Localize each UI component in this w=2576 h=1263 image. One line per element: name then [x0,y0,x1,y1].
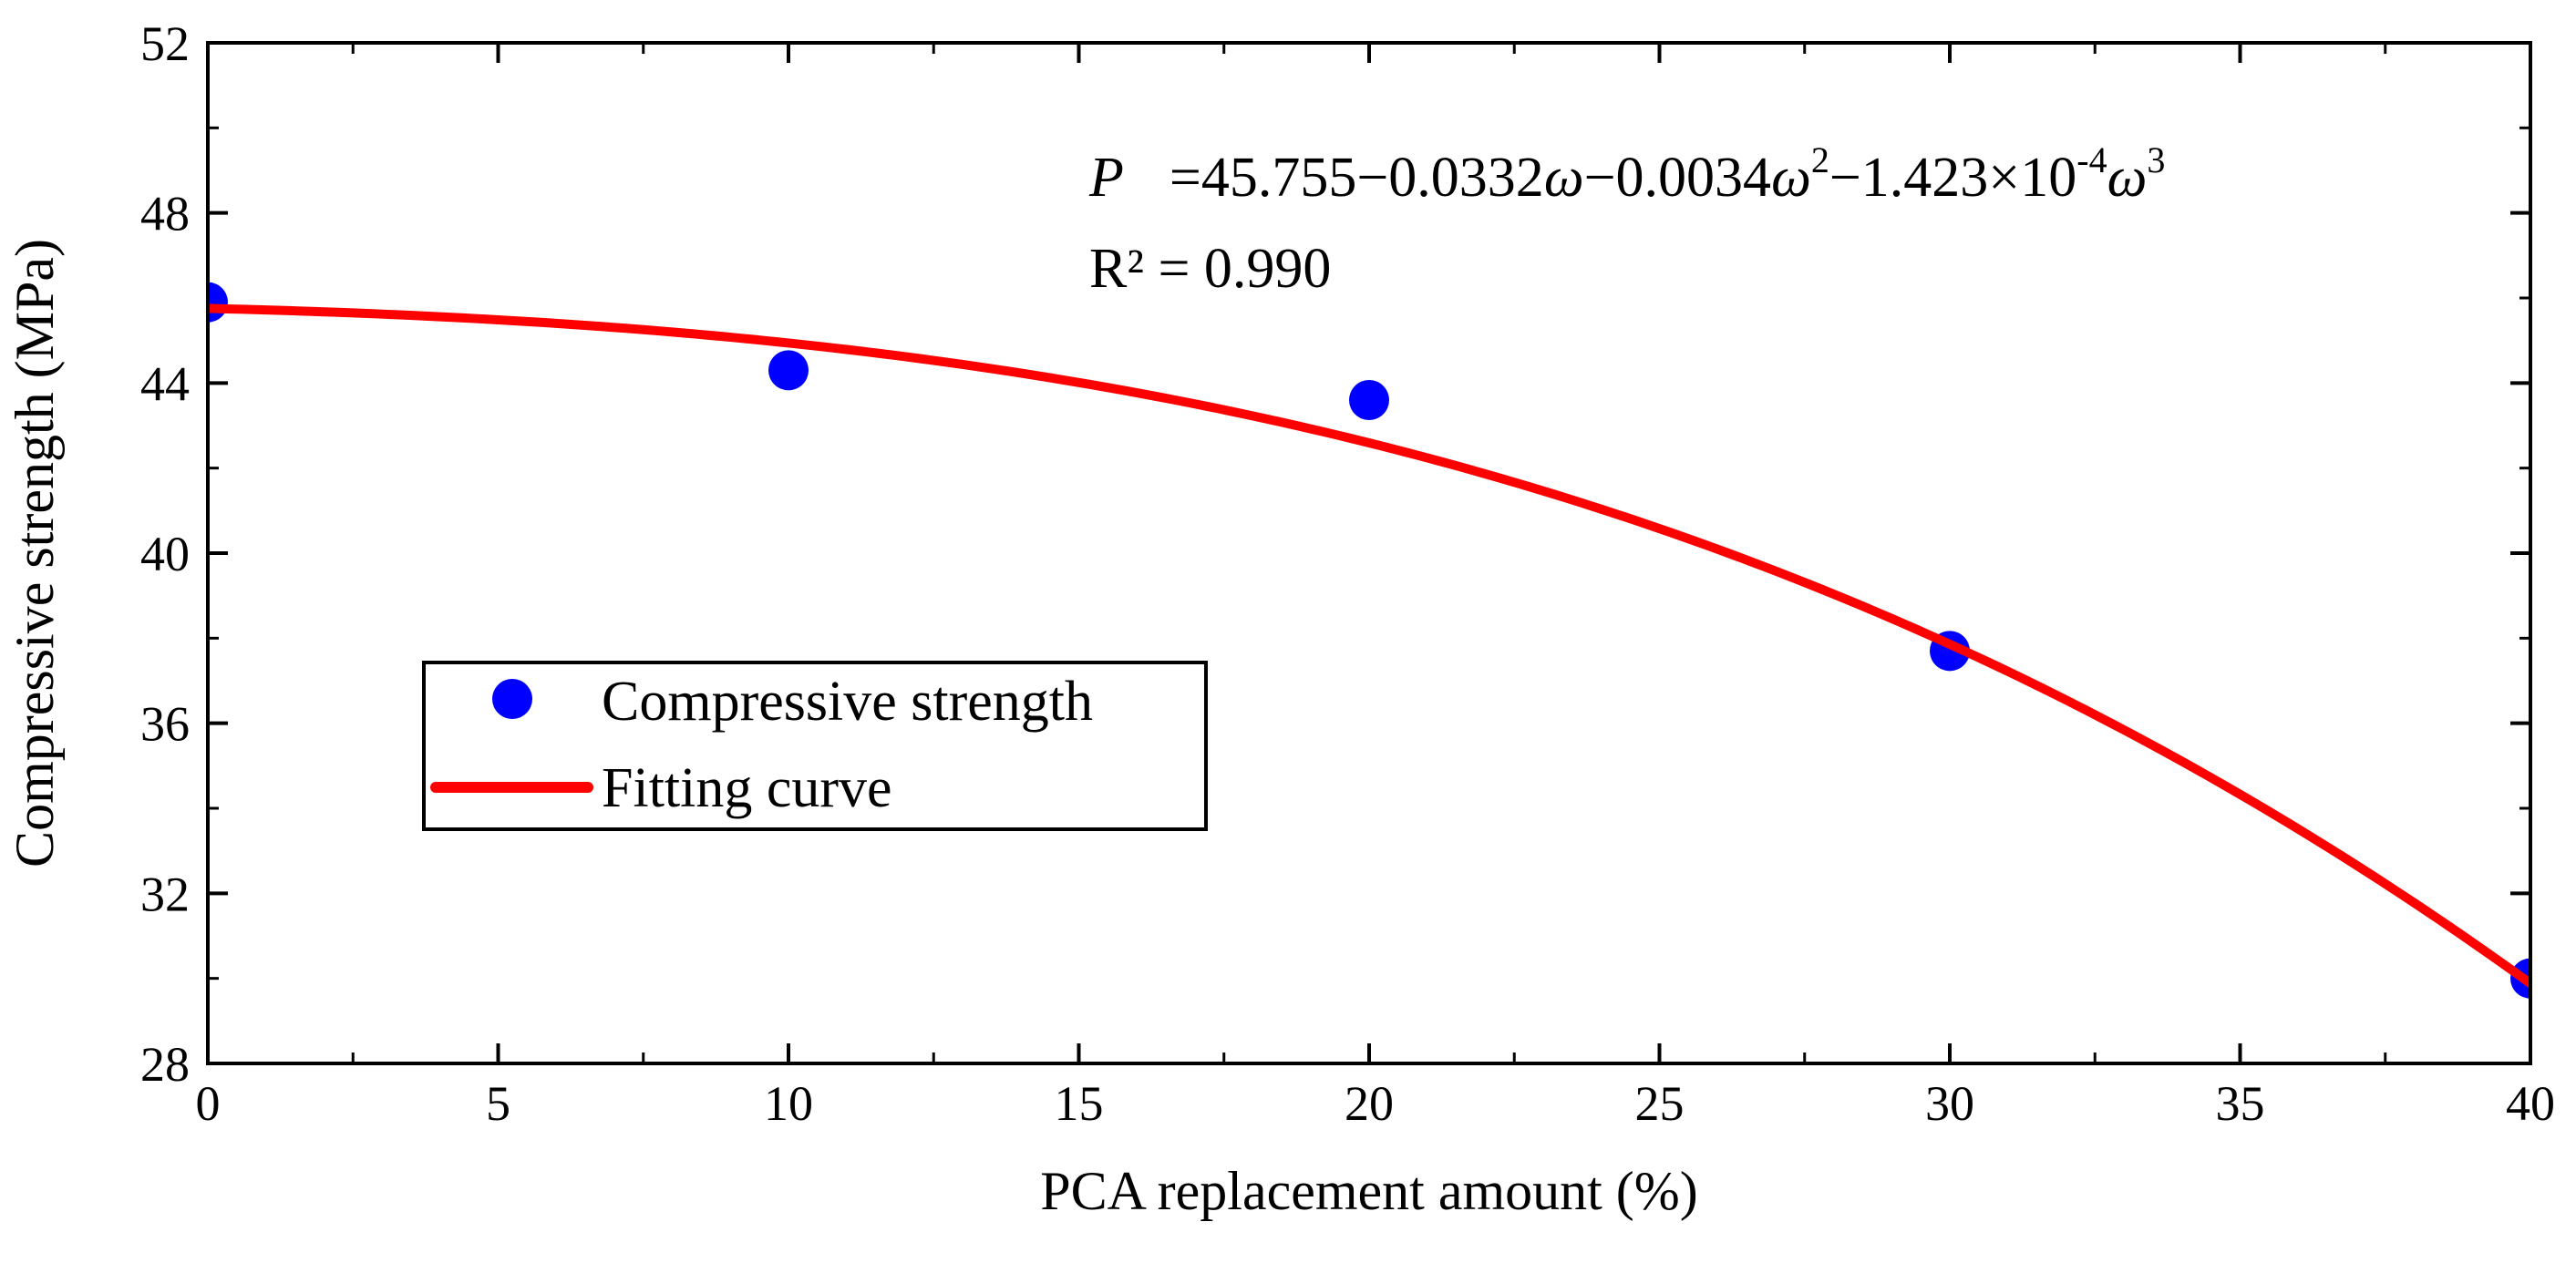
legend-marker-compressive-strength [492,679,532,719]
y-tick-label: 40 [140,527,190,581]
x-tick-label: 15 [1055,1076,1104,1131]
legend-label-compressive-strength: Compressive strength [602,671,1093,733]
data-point [1349,380,1389,420]
equation-omega-2: ω [1771,147,1811,209]
equation-omega-1: ω [1544,147,1584,209]
y-tick-label: 44 [140,356,190,411]
x-tick-label: 30 [1925,1076,1974,1131]
equation-exponent-neg4: -4 [2076,139,2107,180]
y-tick-label: 28 [140,1037,190,1092]
x-axis-label: PCA replacement amount (%) [1040,1161,1697,1221]
x-tick-label: 20 [1345,1076,1394,1131]
legend: Compressive strength Fitting curve [422,661,1208,831]
data-point [768,350,809,391]
y-tick-label: 32 [140,867,190,921]
x-tick-label: 25 [1635,1076,1685,1131]
equation-constant: =45.755−0.0332 [1170,147,1544,209]
y-tick-label: 52 [140,16,190,71]
x-tick-label: 40 [2506,1076,2555,1131]
equation-exponent-3: 3 [2147,139,2165,180]
equation-term-3: −1.423×10 [1829,147,2076,209]
y-tick-label: 36 [140,697,190,752]
fitting-curve-line [208,303,2530,989]
y-axis-label: Compressive strength (MPa) [5,239,65,868]
x-tick-label: 0 [196,1076,221,1131]
fit-equation: P =45.755−0.0332ω−0.0034ω2−1.423×10-4ω3 [1088,139,2165,209]
equation-omega-3: ω [2107,147,2148,209]
plot-content [208,282,2530,999]
legend-label-fitting-curve: Fitting curve [602,757,892,819]
x-tick-label: 10 [764,1076,813,1131]
equation-exponent-2: 2 [1811,139,1829,180]
plot-frame [206,41,2532,1065]
y-tick-label: 48 [140,187,190,241]
legend-box [422,661,1208,831]
equation-annotation: P =45.755−0.0332ω−0.0034ω2−1.423×10-4ω3 R… [1088,139,2165,300]
r-squared-label: R² = 0.990 [1089,238,1331,300]
equation-term-2: −0.0034 [1584,147,1771,209]
x-tick-label: 35 [2216,1076,2265,1131]
equation-p: P [1088,147,1124,209]
x-tick-label: 5 [486,1076,510,1131]
